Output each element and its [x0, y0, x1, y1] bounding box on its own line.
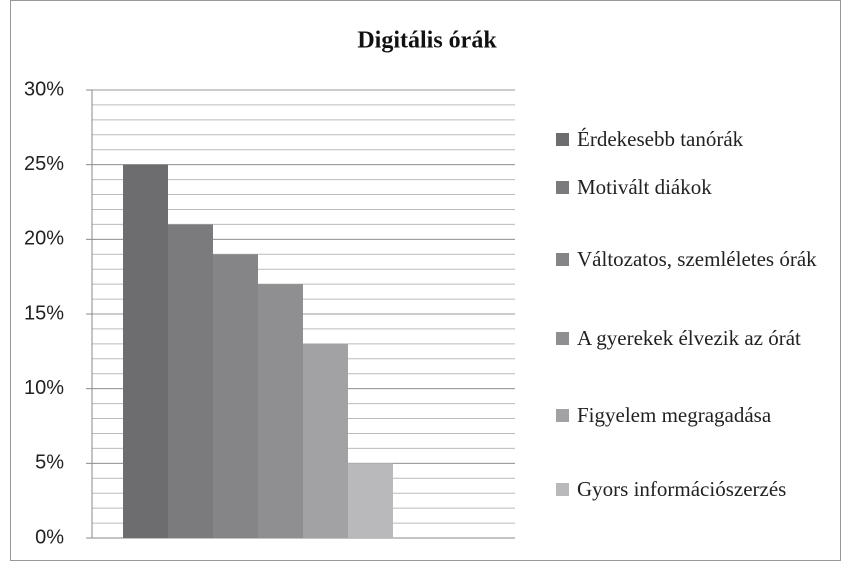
- bar: [168, 224, 213, 538]
- y-tick-label: 25%: [24, 153, 64, 175]
- y-tick-label: 5%: [35, 452, 64, 474]
- legend-swatch: [556, 253, 569, 266]
- legend-swatch: [556, 332, 569, 345]
- y-tick-label: 0%: [35, 526, 64, 548]
- legend-swatch: [556, 133, 569, 146]
- legend-label: Változatos, szemléletes órák: [577, 247, 817, 271]
- legend-entry: Változatos, szemléletes órák: [556, 242, 826, 276]
- legend-label: Figyelem megragadása: [577, 403, 772, 427]
- legend-swatch: [556, 181, 569, 194]
- bar: [303, 343, 348, 538]
- legend-entry: Érdekesebb tanórák: [556, 122, 826, 156]
- y-tick-label: 15%: [24, 302, 64, 324]
- legend-label: Gyors információszerzés: [577, 477, 787, 501]
- legend-label: A gyerekek élvezik az órát: [577, 326, 801, 350]
- legend-label: Motivált diákok: [577, 175, 712, 199]
- legend-swatch: [556, 409, 569, 422]
- legend-entry: A gyerekek élvezik az órát: [556, 321, 826, 355]
- y-tick-label: 20%: [24, 228, 64, 250]
- legend-label: Érdekesebb tanórák: [577, 127, 744, 151]
- y-tick-label: 30%: [24, 78, 64, 100]
- legend-swatch: [556, 483, 569, 496]
- legend-entry: Gyors információszerzés: [556, 472, 826, 506]
- y-tick-label: 10%: [24, 377, 64, 399]
- legend-entry: Figyelem megragadása: [556, 398, 826, 432]
- bar: [258, 284, 303, 538]
- chart-title: Digitális órák: [357, 28, 497, 54]
- bar: [348, 463, 393, 538]
- bar: [213, 254, 258, 538]
- bar: [123, 164, 168, 538]
- legend-entry: Motivált diákok: [556, 170, 826, 204]
